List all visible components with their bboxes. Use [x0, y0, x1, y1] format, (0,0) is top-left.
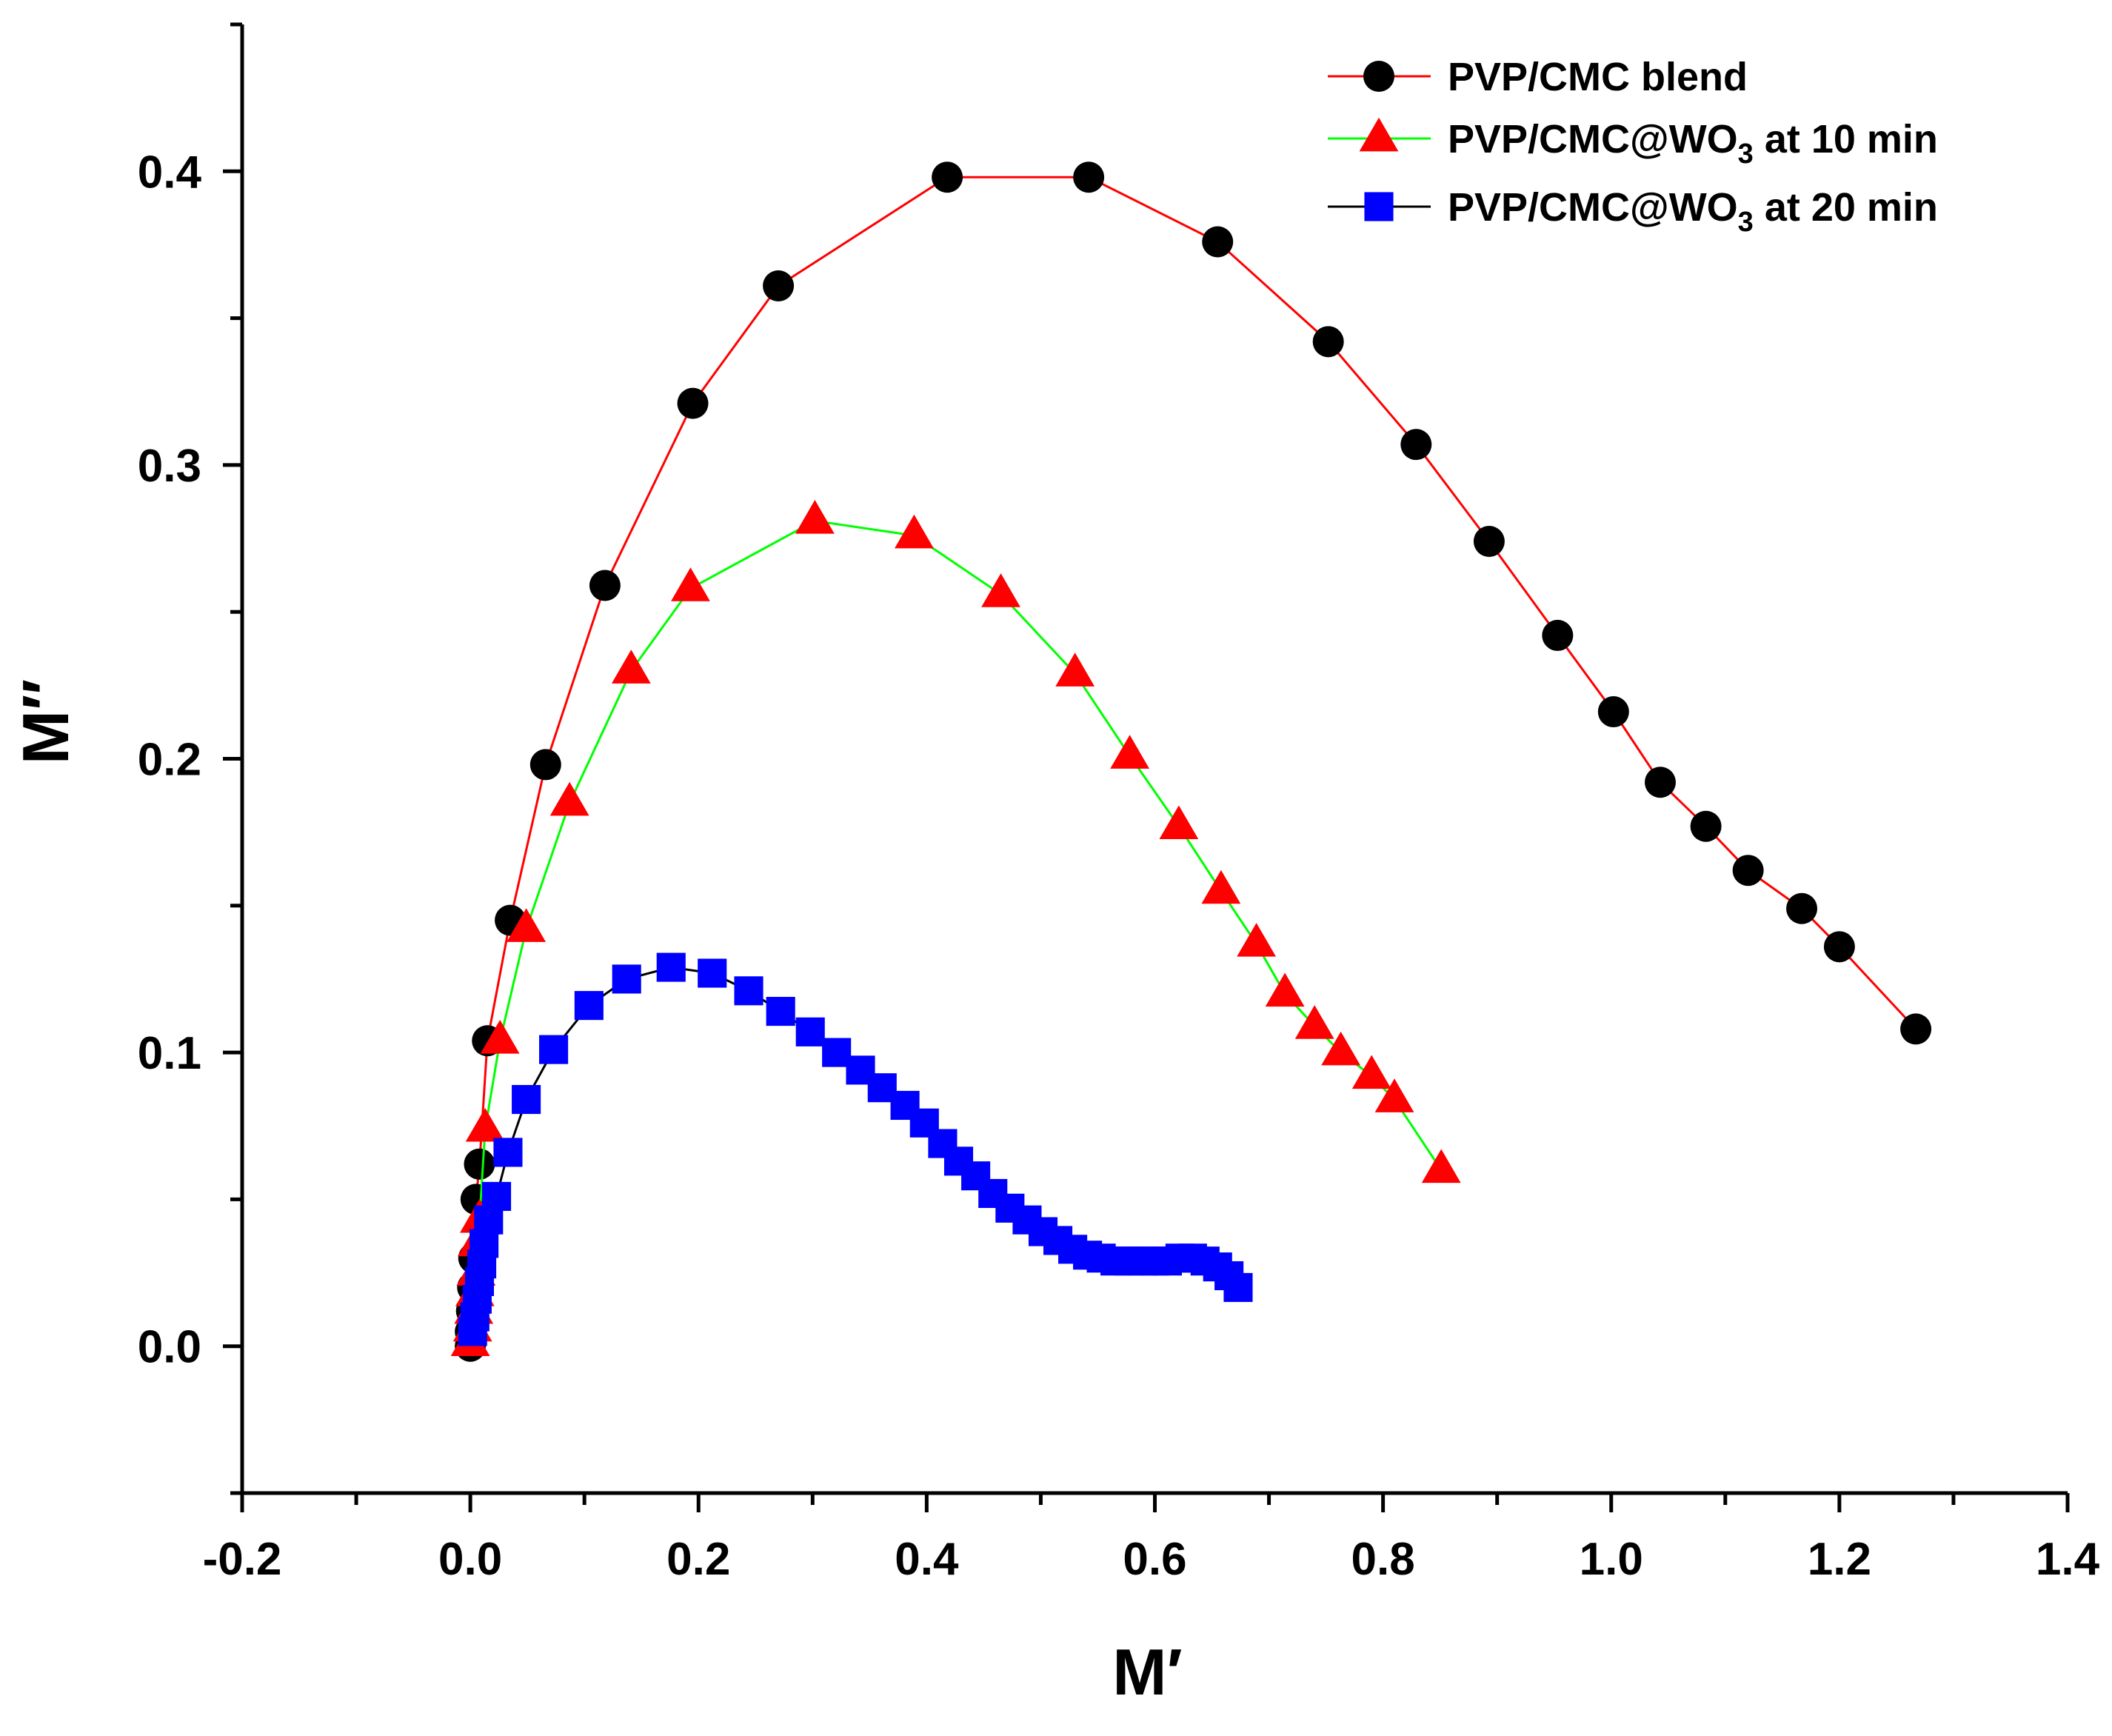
legend-label: PVP/CMC@WO3 at 10 min	[1448, 117, 1938, 170]
data-point	[1421, 1149, 1461, 1184]
x-tick-label: 0.2	[666, 1534, 730, 1585]
x-tick-label: 0.8	[1351, 1534, 1415, 1585]
data-point	[1159, 805, 1199, 840]
data-point	[1312, 326, 1344, 358]
data-point	[677, 387, 709, 419]
data-point	[671, 567, 710, 601]
data-point	[507, 908, 547, 942]
data-point	[1374, 1078, 1414, 1112]
data-point	[656, 952, 686, 982]
data-point	[1202, 226, 1234, 258]
data-point	[698, 958, 727, 988]
data-point	[795, 1017, 825, 1046]
data-point	[1542, 619, 1574, 651]
data-point	[1823, 931, 1855, 963]
x-tick-label: 1.2	[1808, 1534, 1871, 1585]
series-layer	[450, 161, 1932, 1362]
series-2	[450, 499, 1461, 1357]
data-point	[1294, 1005, 1334, 1039]
legend-item-1: PVP/CMC blend	[1328, 55, 1748, 99]
x-tick-label: 0.6	[1123, 1534, 1186, 1585]
x-tick-label: 1.0	[1580, 1534, 1643, 1585]
x-tick-label: 0.0	[438, 1534, 502, 1585]
data-point	[1321, 1031, 1361, 1066]
data-point	[529, 749, 561, 781]
y-tick-label: 0.4	[138, 147, 202, 198]
data-point	[1900, 1013, 1932, 1045]
y-tick-label: 0.1	[138, 1028, 201, 1079]
data-point	[464, 1148, 495, 1180]
series-1	[455, 161, 1932, 1362]
data-point	[611, 650, 651, 684]
data-point	[480, 1019, 520, 1054]
data-point	[895, 514, 934, 549]
series-line	[469, 176, 1917, 1346]
data-point	[1073, 161, 1105, 193]
data-point	[465, 1107, 505, 1142]
legend-marker	[1359, 117, 1399, 152]
series-3	[458, 952, 1253, 1346]
legend-item-3: PVP/CMC@WO3 at 20 min	[1328, 185, 1938, 238]
data-point	[574, 991, 604, 1021]
y-tick-label: 0.2	[138, 735, 201, 786]
data-point	[1223, 1272, 1253, 1302]
x-axis-ticks: -0.2 0.0 0.2 0.4 0.6 0.8 1.0 1.2 1.4	[203, 1493, 2100, 1585]
data-point	[1055, 652, 1095, 687]
data-point	[932, 161, 963, 193]
data-point	[1201, 869, 1241, 904]
y-axis-ticks: 0.0 0.1 0.2 0.3 0.4	[138, 22, 242, 1495]
data-point	[1786, 892, 1818, 924]
data-point	[1644, 767, 1676, 798]
data-point	[1732, 855, 1764, 887]
series-line	[469, 519, 1443, 1343]
data-point	[1351, 1055, 1391, 1089]
data-point	[734, 976, 763, 1006]
legend-marker	[1364, 192, 1394, 221]
data-point	[981, 573, 1020, 607]
data-point	[512, 1085, 541, 1115]
legend-item-2: PVP/CMC@WO3 at 10 min	[1328, 117, 1938, 170]
data-point	[612, 964, 641, 994]
y-axis-title: M″	[9, 679, 82, 764]
legend-label: PVP/CMC blend	[1448, 55, 1748, 99]
data-point	[493, 1138, 523, 1167]
data-point	[1597, 696, 1629, 728]
data-point	[539, 1035, 569, 1064]
data-point	[589, 570, 621, 601]
y-tick-label: 0.3	[138, 441, 201, 492]
x-tick-label: 1.4	[2036, 1534, 2100, 1585]
x-axis-title: M′	[1112, 1635, 1182, 1709]
data-point	[1237, 923, 1277, 957]
legend-marker	[1363, 61, 1394, 92]
series-line	[471, 966, 1240, 1332]
y-tick-label: 0.0	[138, 1322, 201, 1373]
x-tick-label: 0.4	[895, 1534, 959, 1585]
legend: PVP/CMC blend PVP/CMC@WO3 at 10 min PVP/CM…	[1328, 55, 1938, 238]
data-point	[1473, 526, 1505, 558]
data-point	[795, 499, 835, 534]
legend-label: PVP/CMC@WO3 at 20 min	[1448, 185, 1938, 238]
data-point	[1400, 429, 1432, 461]
data-point	[766, 997, 795, 1026]
data-point	[1265, 972, 1305, 1007]
data-point	[482, 1181, 512, 1211]
data-point	[1690, 810, 1722, 842]
data-point	[1110, 735, 1150, 769]
data-point	[763, 270, 795, 301]
data-point	[549, 781, 589, 816]
x-tick-label: -0.2	[203, 1534, 282, 1585]
